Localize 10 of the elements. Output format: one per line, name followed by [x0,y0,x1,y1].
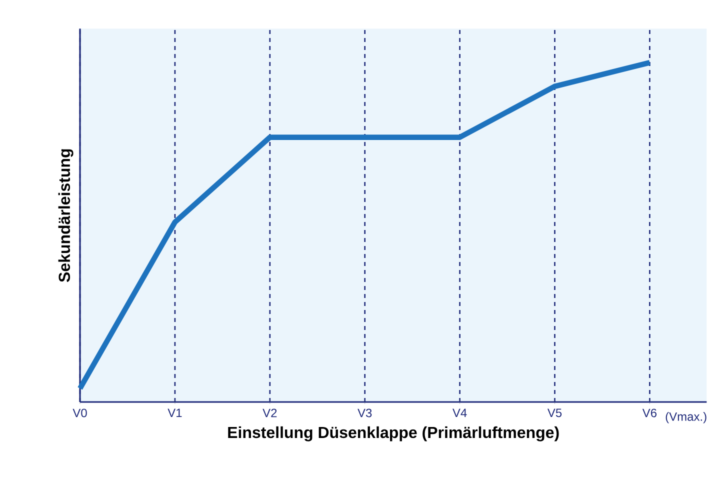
x-tick-label: V5 [547,408,562,418]
y-axis-title: Sekundärleistung [58,149,74,282]
x-tick-label: V4 [452,408,467,417]
x-tick-label: V3 [358,408,372,418]
x-tick-label: V6 [642,408,657,418]
x-axis-title: Einstellung Düsenklappe (Primärluftmenge) [228,426,559,442]
x-tick-label: V2 [262,408,277,418]
x-tick-label: V1 [168,408,182,417]
x-tick-label: V0 [72,408,87,418]
text: (Vmax.) [666,412,706,424]
